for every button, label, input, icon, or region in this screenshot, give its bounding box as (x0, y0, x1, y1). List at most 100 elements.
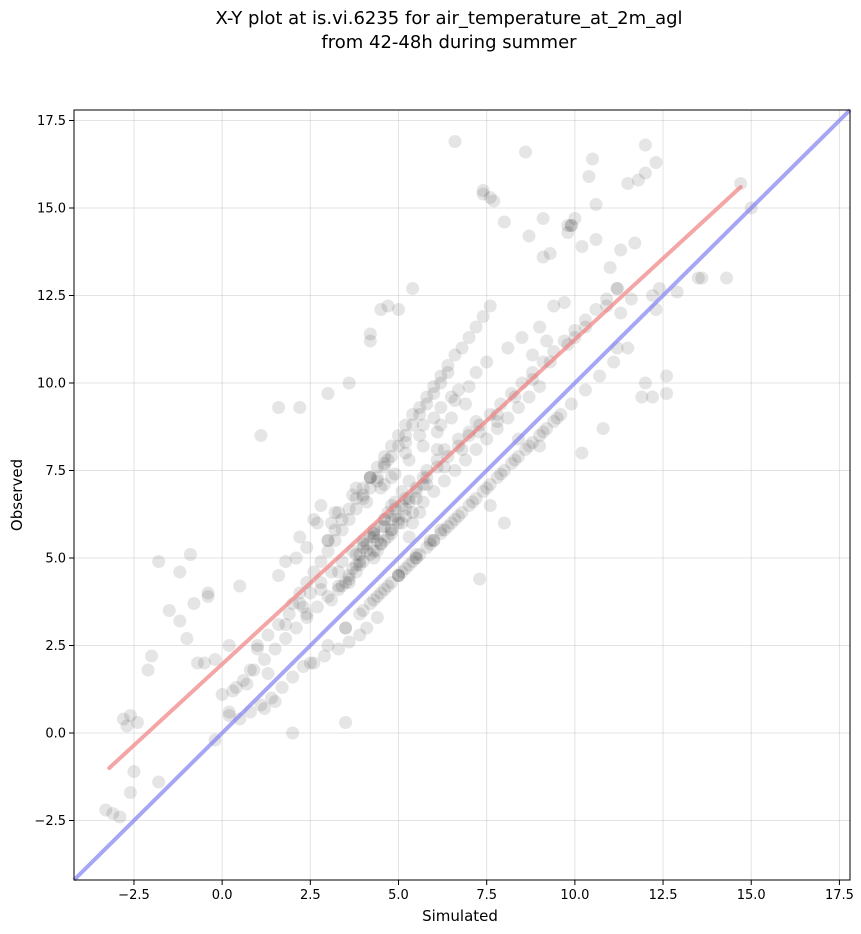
scatter-point (356, 604, 370, 617)
scatter-point (476, 187, 490, 201)
scatter-point (335, 579, 349, 593)
scatter-point (353, 555, 367, 568)
scatter-point (349, 548, 363, 561)
scatter-point (691, 271, 705, 285)
scatter-point (335, 523, 349, 537)
scatter-point (130, 716, 144, 729)
scatter-point (229, 681, 243, 694)
scatter-point (575, 446, 589, 460)
scatter-point (399, 509, 413, 523)
scatter-point (377, 583, 391, 596)
scatter-point (275, 681, 289, 694)
scatter-point (286, 670, 300, 684)
scatter-point (247, 663, 261, 677)
scatter-point (448, 464, 462, 477)
y-tick-label: 15.0 (37, 202, 66, 217)
scatter-point (536, 212, 550, 225)
scatter-point (589, 303, 603, 316)
scatter-point (504, 457, 518, 470)
scatter-point (645, 390, 659, 404)
scatter-point (547, 415, 561, 428)
scatter-point (279, 555, 293, 568)
scatter-point (427, 387, 441, 400)
scatter-point (649, 156, 663, 169)
scatter-point (222, 705, 236, 719)
scatter-point (497, 464, 511, 477)
scatter-point (406, 282, 420, 295)
scatter-point (557, 296, 571, 309)
scatter-point (360, 621, 374, 635)
scatter-point (257, 702, 271, 715)
scatter-point (201, 590, 215, 603)
scatter-point (367, 551, 381, 565)
scatter-point (638, 166, 652, 180)
scatter-point (497, 516, 511, 530)
scatter-point (420, 397, 434, 411)
x-tick-label: 2.5 (300, 888, 321, 903)
scatter-point (332, 506, 346, 519)
scatter-point (303, 586, 317, 600)
scatter-point (399, 446, 413, 460)
scatter-point (392, 516, 406, 530)
scatter-point (550, 411, 564, 425)
scatter-point (508, 453, 522, 467)
x-tick-label: 10.0 (560, 888, 589, 903)
scatter-point (483, 191, 497, 204)
scatter-point (536, 425, 550, 439)
scatter-point (451, 509, 465, 523)
scatter-point (645, 289, 659, 302)
y-tick-label: 0.0 (45, 727, 66, 742)
x-tick-label: 17.5 (825, 888, 854, 903)
scatter-point (261, 628, 275, 642)
scatter-point (384, 576, 398, 589)
scatter-point (392, 569, 406, 582)
scatter-point (321, 534, 335, 547)
scatter-point (399, 418, 413, 432)
scatter-point (586, 152, 600, 166)
scatter-point (427, 485, 441, 498)
scatter-point (360, 495, 374, 509)
scatter-point (222, 709, 236, 722)
scatter-point (113, 810, 127, 824)
scatter-points (99, 135, 758, 824)
y-tick-label: 12.5 (37, 289, 66, 304)
scatter-point (243, 663, 257, 677)
scatter-point (377, 534, 391, 547)
scatter-point (349, 492, 363, 505)
scatter-point (483, 499, 497, 512)
scatter-point (413, 401, 427, 414)
scatter-point (360, 537, 374, 551)
scatter-point (437, 443, 451, 456)
scatter-point (127, 765, 141, 778)
scatter-point (381, 579, 395, 593)
scatter-point (363, 471, 377, 484)
scatter-point (349, 558, 363, 572)
scatter-point (434, 527, 448, 540)
scatter-point (427, 411, 441, 425)
scatter-point (328, 534, 342, 547)
scatter-point (526, 436, 540, 449)
scatter-point (578, 313, 592, 327)
scatter-point (621, 177, 635, 190)
y-tick-label: 17.5 (37, 114, 66, 129)
scatter-point (384, 513, 398, 526)
scatter-point (480, 355, 494, 369)
scatter-point (279, 618, 293, 631)
scatter-point (363, 471, 377, 484)
scatter-point (409, 551, 423, 565)
scatter-point (236, 674, 250, 687)
scatter-point (511, 450, 525, 463)
scatter-point (614, 306, 628, 320)
scatter-point (321, 590, 335, 603)
scatter-point (547, 299, 561, 313)
scatter-point (399, 436, 413, 449)
scatter-point (268, 695, 282, 708)
scatter-point (99, 803, 113, 817)
scatter-point (367, 593, 381, 607)
scatter-point (152, 555, 166, 568)
scatter-point (342, 502, 356, 516)
scatter-point (434, 418, 448, 432)
scatter-point (141, 663, 155, 677)
scatter-point (660, 369, 674, 383)
